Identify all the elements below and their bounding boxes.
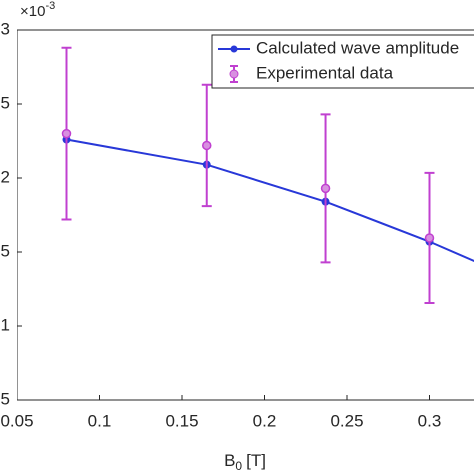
point [320, 183, 331, 194]
x-tick-label: 0.15 [165, 411, 198, 430]
x-axis-label: B0 [T] [224, 451, 266, 473]
y-exponent-power: -3 [45, 0, 55, 12]
x-tick-label: 0.1 [88, 411, 112, 430]
y-tick-label: 3 [1, 19, 10, 38]
point [202, 140, 212, 151]
y-exponent-base: ×10 [20, 3, 45, 20]
legend-label: Experimental data [256, 63, 394, 82]
y-tick-label: 1.5 [0, 241, 10, 260]
x-tick-label: 0.05 [0, 411, 33, 430]
line [66, 138, 474, 263]
x-tick-label: 0.25 [330, 411, 363, 430]
legend-marker [230, 45, 238, 53]
x-label-base: B [224, 451, 235, 470]
y-tick-label: 2 [1, 167, 10, 186]
legend-label: Calculated wave amplitude [256, 38, 459, 57]
x-tick-label: 0.3 [418, 411, 442, 430]
point [424, 233, 435, 243]
x-label-sub: 0 [235, 459, 242, 473]
legend-marker [229, 69, 239, 79]
x-label-unit: [T] [246, 451, 266, 470]
plot-area: Calculated wave amplitude Experimental da… [17, 29, 474, 401]
point [61, 128, 72, 139]
legend-box [211, 34, 474, 89]
x-tick-label: 0.2 [253, 411, 277, 430]
y-exponent: ×10-3 [20, 0, 55, 20]
y-tick-label: 1 [1, 315, 10, 334]
y-tick-label: 2.5 [0, 93, 10, 112]
y-tick-label: 0.5 [0, 389, 10, 408]
